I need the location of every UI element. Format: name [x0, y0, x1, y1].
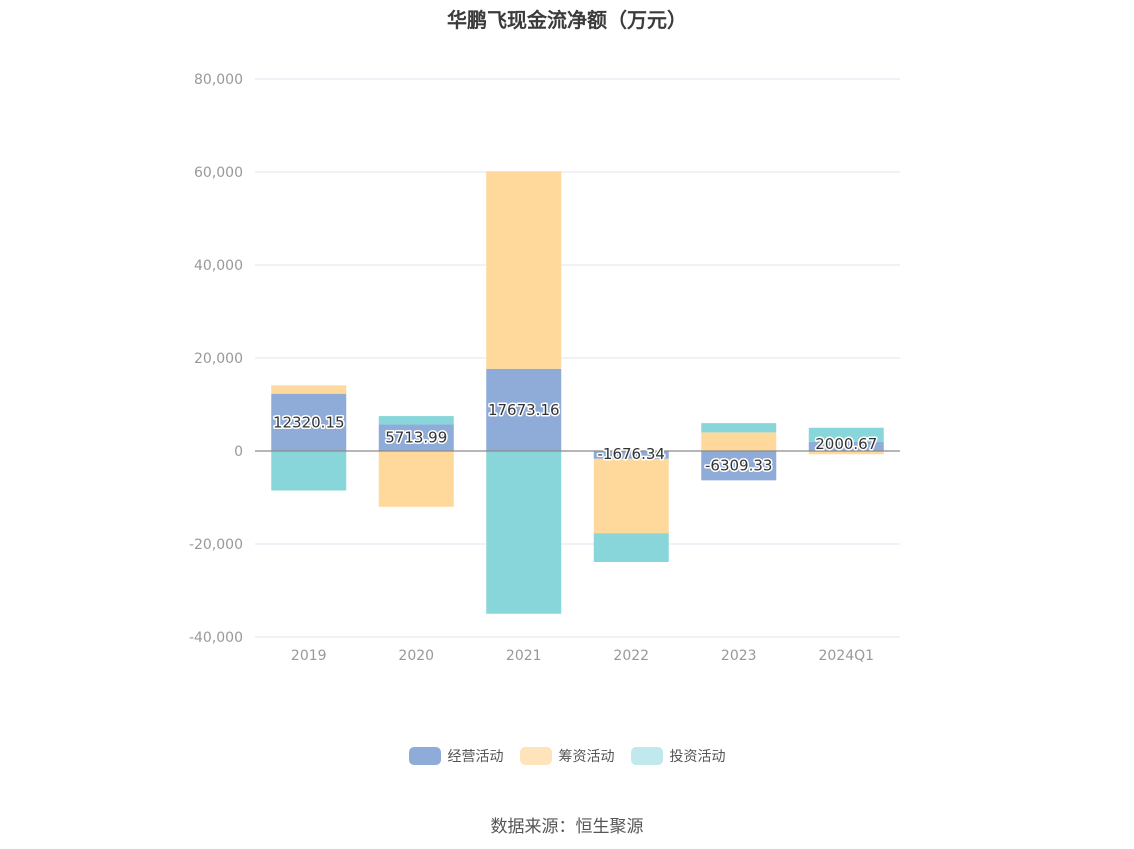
- data-label: 17673.16: [488, 401, 560, 419]
- legend: 经营活动 筹资活动 投资活动: [0, 746, 1134, 766]
- bar-financing: [378, 451, 454, 507]
- data-label: 12320.15: [273, 413, 345, 431]
- x-tick-label: 2022: [613, 648, 649, 664]
- y-tick-label: -20,000: [189, 537, 243, 553]
- y-tick-label: 20,000: [194, 351, 243, 367]
- bar-financing: [808, 451, 884, 455]
- bar-operating: [593, 451, 669, 459]
- legend-label-financing: 筹资活动: [558, 749, 615, 765]
- y-tick-label: 80,000: [194, 72, 243, 88]
- y-tick-label: 40,000: [194, 258, 243, 274]
- y-tick-label: 0: [234, 444, 243, 460]
- legend-swatch-financing: [519, 747, 552, 765]
- x-tick-label: 2020: [398, 648, 434, 664]
- bar-investing: [593, 533, 669, 563]
- x-tick-label: 2024Q1: [818, 648, 874, 664]
- legend-label-investing: 投资活动: [669, 749, 726, 765]
- bar-investing: [271, 451, 347, 491]
- bar-investing: [486, 451, 562, 614]
- bar-financing: [593, 458, 669, 534]
- x-tick-label: 2023: [721, 648, 757, 664]
- legend-label-operating: 经营活动: [447, 749, 504, 765]
- bar-operating: [808, 441, 884, 451]
- bar-operating: [271, 393, 347, 451]
- bar-financing: [271, 385, 347, 394]
- data-label: -1676.34: [598, 445, 665, 463]
- data-label: -6309.33: [705, 457, 772, 475]
- bar-operating: [378, 424, 454, 451]
- x-tick-label: 2019: [291, 648, 327, 664]
- bar-financing: [701, 432, 777, 451]
- y-tick-label: 60,000: [194, 165, 243, 181]
- bar-investing: [701, 423, 777, 433]
- source-note: 数据来源：恒生聚源: [490, 817, 644, 837]
- legend-item-financing[interactable]: 筹资活动: [519, 746, 615, 766]
- bar-investing: [378, 416, 454, 425]
- legend-item-operating[interactable]: 经营活动: [408, 746, 504, 766]
- legend-swatch-operating: [408, 747, 441, 765]
- data-label: 5713.99: [385, 429, 447, 447]
- legend-swatch-investing: [630, 747, 663, 765]
- bar-financing: [486, 171, 562, 369]
- bar-investing: [808, 427, 884, 442]
- y-tick-label: -40,000: [189, 630, 243, 646]
- legend-item-investing[interactable]: 投资活动: [630, 746, 726, 766]
- data-label: 2000.67: [815, 435, 877, 453]
- bar-operating: [701, 451, 777, 481]
- chart-title: 华鹏飞现金流净额（万元）: [447, 8, 687, 32]
- bar-operating: [486, 368, 562, 451]
- x-tick-label: 2021: [506, 648, 542, 664]
